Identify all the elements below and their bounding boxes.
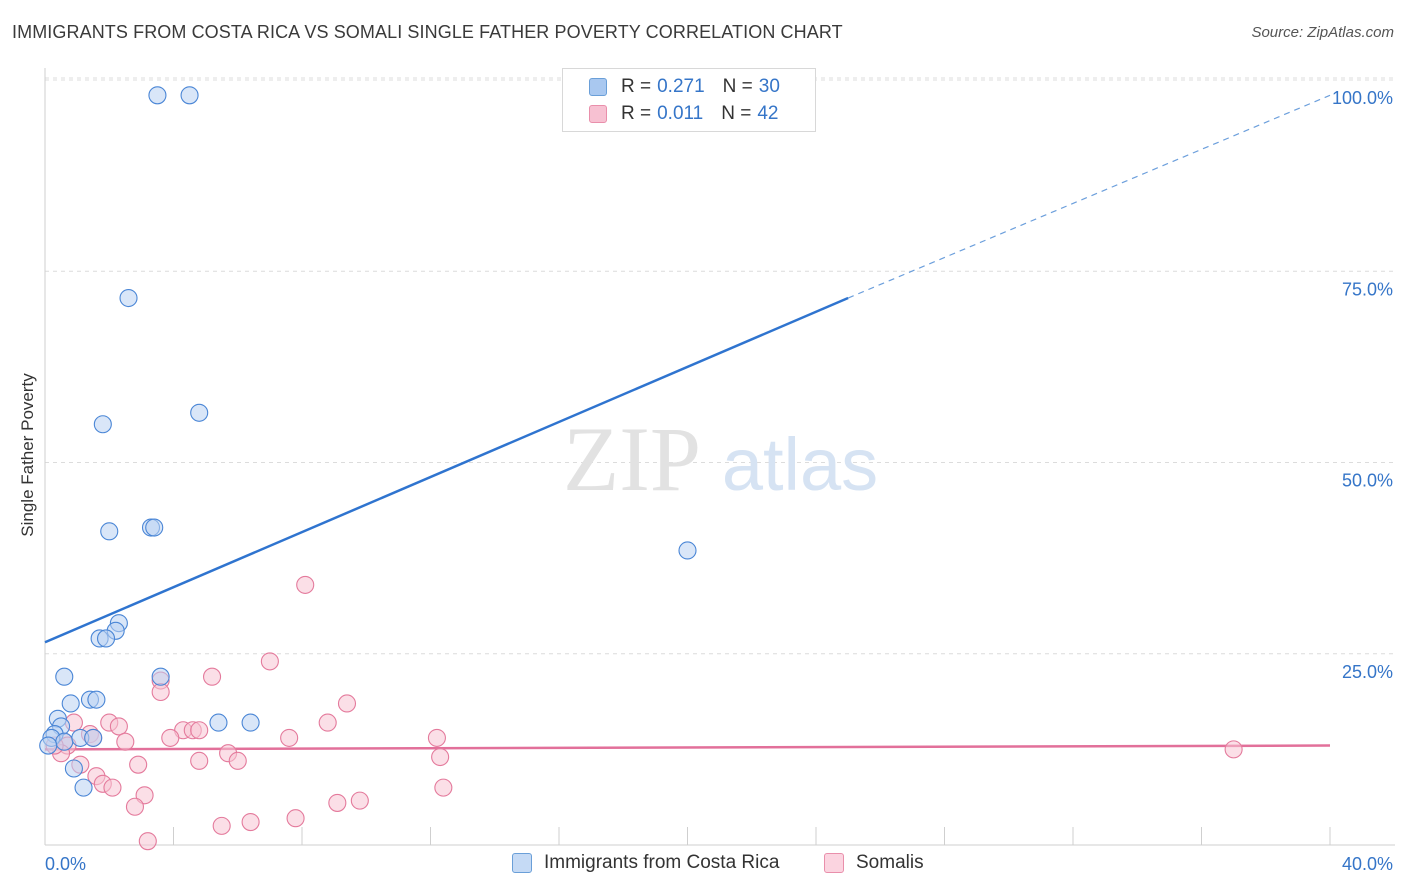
legend-n-label: N = — [721, 103, 752, 124]
source-label: Source: ZipAtlas.com — [1251, 24, 1394, 41]
legend-swatch-costa-rica — [512, 853, 532, 873]
y-tick-label: 75.0% — [1342, 279, 1393, 299]
point-somalis — [337, 694, 357, 713]
point-somalis — [109, 717, 128, 736]
point-somalis — [161, 728, 180, 747]
legend-r-label: R = — [621, 76, 652, 97]
y-tick-label: 50.0% — [1342, 471, 1393, 491]
point-costa-rica — [87, 690, 106, 709]
legend-r-label: R = — [621, 103, 652, 124]
point-somalis — [1224, 740, 1243, 759]
legend-n-label: N = — [722, 76, 753, 97]
point-costa-rica — [64, 759, 83, 778]
watermark-atlas: atlas — [722, 423, 878, 506]
point-somalis — [296, 575, 315, 594]
point-costa-rica — [84, 728, 103, 747]
point-costa-rica — [55, 732, 74, 751]
point-somalis — [103, 778, 122, 797]
trend-line-costa-rica-extension — [847, 94, 1331, 299]
trend-line-costa-rica — [44, 296, 849, 644]
point-somalis — [228, 751, 247, 770]
series-legend: Immigrants from Costa Rica Somalis — [0, 852, 1406, 878]
watermark: ZIP atlas — [563, 408, 878, 510]
legend-label-costa-rica: Immigrants from Costa Rica — [544, 852, 780, 873]
tick-labels: 100.0% 75.0% 50.0% 25.0% 0.0% 40.0% — [45, 88, 1393, 874]
chart-title: IMMIGRANTS FROM COSTA RICA VS SOMALI SIN… — [12, 22, 843, 42]
point-costa-rica — [151, 667, 170, 686]
x-tick-label: 40.0% — [1342, 854, 1393, 874]
point-somalis — [129, 755, 148, 774]
y-axis-label: Single Father Poverty — [18, 373, 37, 537]
point-somalis — [427, 728, 446, 747]
point-somalis — [286, 809, 305, 828]
y-tick-label: 100.0% — [1332, 88, 1393, 108]
axes — [44, 68, 1395, 846]
legend-r-value: 0.271 — [657, 76, 705, 97]
point-costa-rica — [39, 736, 58, 755]
watermark-zip: ZIP — [563, 408, 701, 510]
point-somalis — [328, 793, 347, 812]
point-costa-rica — [119, 288, 138, 308]
point-somalis — [203, 667, 222, 686]
point-somalis — [431, 747, 450, 767]
point-somalis — [151, 682, 170, 702]
point-somalis — [125, 797, 144, 816]
x-tick-label: 0.0% — [45, 854, 86, 874]
legend-n-value: 42 — [757, 103, 779, 124]
point-somalis — [116, 732, 135, 751]
point-somalis — [241, 812, 260, 832]
point-somalis — [280, 728, 299, 747]
stats-legend-row-costa-rica: R = 0.271 N = 30 — [589, 75, 780, 99]
legend-swatch-somalis — [589, 105, 607, 123]
point-costa-rica — [93, 415, 112, 434]
point-somalis — [190, 751, 209, 770]
legend-r-value: 0.011 — [657, 103, 704, 124]
point-somalis — [350, 791, 369, 810]
grid-lines — [45, 77, 1395, 655]
point-somalis — [434, 778, 453, 797]
legend-label-somalis: Somalis — [856, 852, 924, 873]
point-costa-rica — [190, 403, 209, 422]
point-costa-rica — [678, 541, 697, 560]
point-costa-rica — [74, 778, 93, 797]
point-costa-rica — [100, 522, 119, 541]
trend-lines — [44, 94, 1331, 751]
stats-legend-row-somalis: R = 0.011 N = 42 — [589, 102, 779, 126]
trend-line-somalis — [44, 744, 1331, 751]
legend-item-somalis[interactable]: Somalis — [824, 852, 924, 874]
point-costa-rica — [55, 667, 74, 686]
stats-legend: R = 0.271 N = 30 R = 0.011 N = 42 — [562, 68, 816, 132]
point-costa-rica — [96, 629, 116, 648]
point-costa-rica — [145, 518, 164, 537]
legend-swatch-costa-rica — [589, 78, 607, 96]
legend-item-costa-rica[interactable]: Immigrants from Costa Rica — [512, 852, 779, 874]
point-somalis — [260, 652, 279, 671]
point-costa-rica — [148, 86, 167, 105]
y-tick-label: 25.0% — [1342, 662, 1393, 682]
legend-n-value: 30 — [758, 76, 780, 97]
point-somalis — [212, 816, 231, 835]
point-costa-rica — [180, 86, 199, 105]
point-costa-rica — [61, 694, 80, 713]
point-costa-rica — [209, 713, 228, 732]
point-somalis — [318, 713, 337, 732]
point-somalis — [138, 832, 157, 851]
point-costa-rica — [241, 713, 260, 732]
point-somalis — [190, 721, 209, 740]
legend-swatch-somalis — [824, 853, 844, 873]
data-points — [39, 86, 1243, 851]
